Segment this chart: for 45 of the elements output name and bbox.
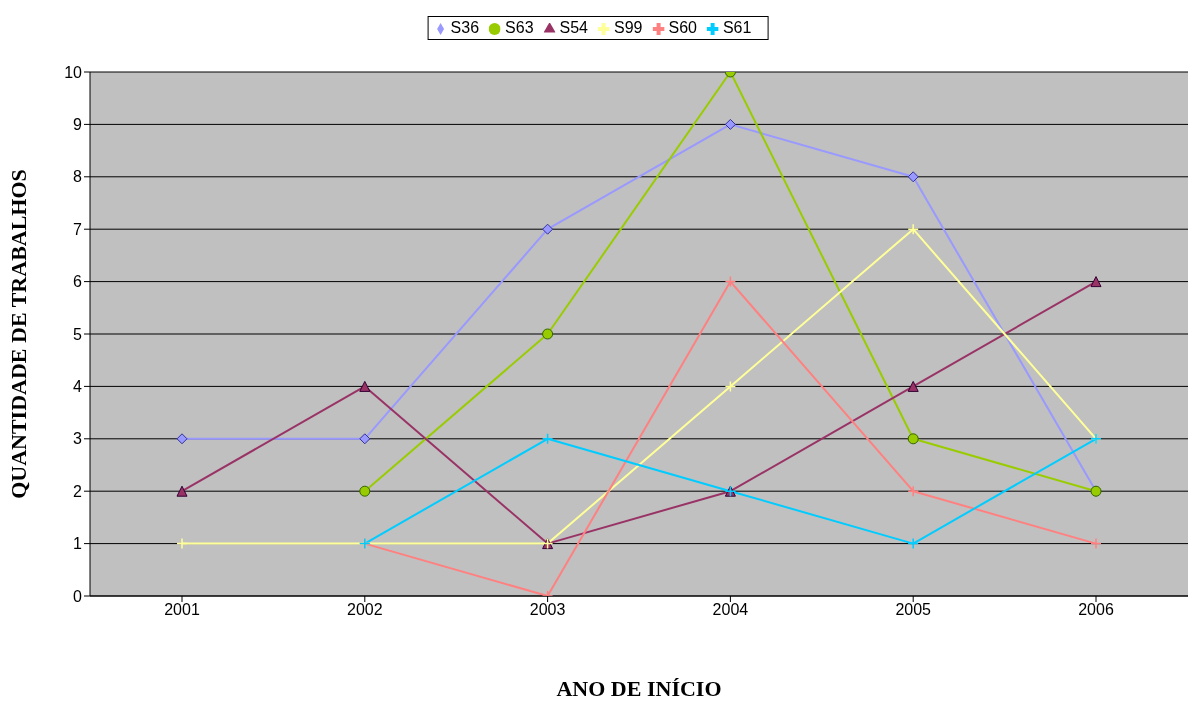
x-tick-label: 2003: [529, 601, 566, 619]
y-tick-label: 2: [73, 482, 83, 500]
point: [907, 171, 919, 183]
legend-label: S36: [450, 19, 480, 36]
point: [359, 485, 371, 497]
point: [176, 485, 188, 497]
point: [1090, 276, 1102, 288]
x-tick-label: 2005: [895, 601, 932, 619]
point: [1090, 537, 1102, 550]
point: [359, 433, 371, 445]
point: [724, 118, 736, 130]
point: [176, 433, 188, 445]
point: [541, 433, 554, 445]
legend-label: S60: [668, 19, 697, 36]
y-tick-label: 1: [73, 535, 83, 553]
y-tick-label: 8: [73, 168, 83, 186]
point: [907, 433, 919, 445]
y-tick-label: 0: [73, 587, 83, 605]
y-axis-title: QUANTIDADE DE TRABALHOS: [5, 169, 31, 499]
y-tick-label: 6: [73, 273, 83, 291]
legend-label: S54: [559, 19, 588, 36]
x-tick-label: 2002: [347, 601, 383, 619]
point: [542, 223, 554, 235]
point: [907, 537, 919, 550]
legend-label: S99: [614, 19, 643, 36]
y-tick-label: 10: [64, 63, 83, 81]
point: [907, 485, 919, 497]
x-tick-label: 2001: [164, 601, 200, 619]
point: [724, 275, 737, 288]
y-tick-label: 9: [73, 116, 83, 134]
x-tick-label: 2004: [712, 601, 749, 619]
y-tick-label: 7: [73, 220, 83, 238]
point: [907, 223, 919, 235]
point: [176, 537, 188, 550]
x-tick-label: 2006: [1078, 601, 1114, 619]
legend-label: S63: [505, 19, 534, 36]
point: [907, 380, 919, 392]
point: [724, 380, 737, 393]
y-tick-label: 4: [73, 378, 83, 396]
legend-label: S61: [722, 19, 752, 36]
y-tick-label: 3: [73, 430, 83, 448]
point: [542, 328, 554, 340]
point: [359, 380, 371, 392]
x-axis-title: ANO DE INÍCIO: [556, 676, 722, 701]
y-tick-label: 5: [73, 325, 83, 343]
